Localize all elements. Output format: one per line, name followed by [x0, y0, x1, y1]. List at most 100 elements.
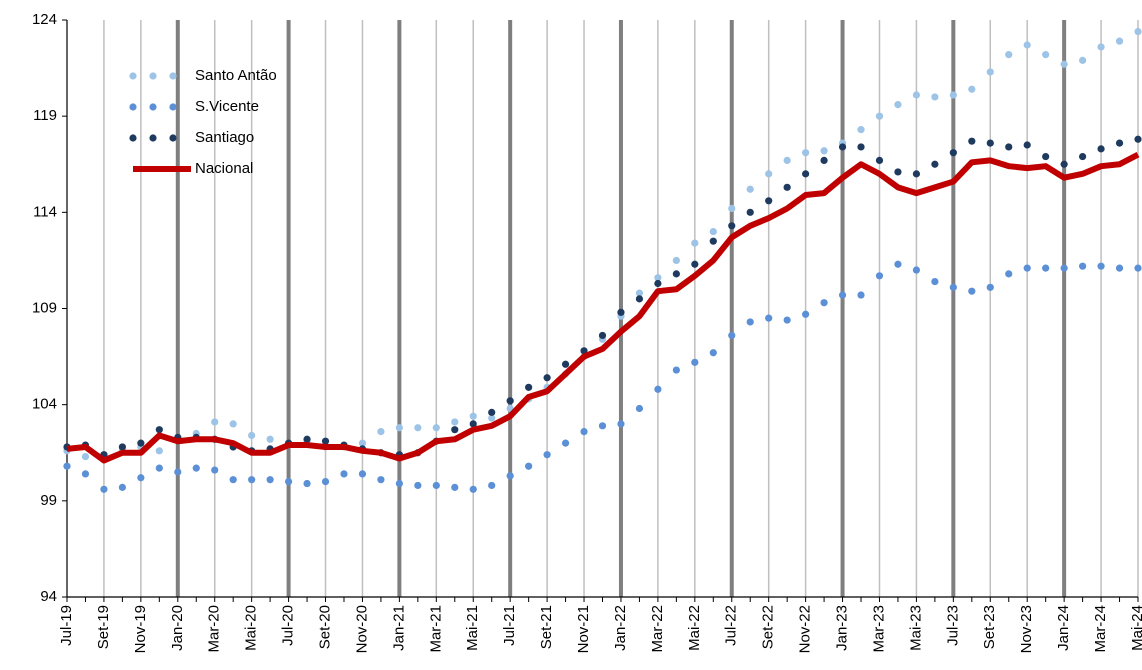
data-point — [598, 331, 607, 340]
data-point — [654, 279, 662, 288]
x-tick-label: Jan-22 — [612, 605, 629, 651]
data-point — [783, 183, 791, 191]
data-point — [1097, 145, 1105, 153]
data-point — [838, 291, 847, 299]
data-point — [321, 478, 330, 486]
data-point — [451, 418, 459, 426]
data-point — [691, 260, 699, 268]
data-point — [525, 383, 533, 391]
data-point — [986, 68, 994, 76]
data-point — [229, 476, 237, 484]
data-point — [765, 314, 773, 322]
data-point — [469, 485, 477, 493]
x-tick-label: Jan-21 — [390, 605, 407, 651]
data-point — [949, 91, 957, 99]
data-point — [875, 272, 884, 280]
data-point — [931, 277, 939, 286]
x-tick-label: Mai-23 — [907, 605, 924, 651]
x-tick-label: Jul-21 — [501, 605, 518, 646]
data-point — [986, 283, 994, 291]
x-tick-label: Jul-23 — [944, 605, 961, 646]
data-point — [635, 295, 644, 303]
data-point — [691, 239, 699, 247]
data-point — [654, 385, 662, 393]
x-tick-label: Nov-23 — [1018, 605, 1035, 653]
data-point — [155, 447, 163, 455]
y-tick-label: 99 — [40, 492, 57, 509]
data-point — [1115, 264, 1124, 272]
data-point — [746, 318, 754, 326]
data-point — [303, 479, 311, 488]
data-point — [765, 197, 773, 205]
data-point — [728, 331, 736, 340]
data-point — [931, 93, 939, 101]
data-point — [1023, 264, 1031, 272]
data-point — [783, 316, 791, 324]
data-point — [672, 270, 680, 278]
x-tick-label: Mai-24 — [1129, 605, 1142, 651]
data-point — [875, 112, 884, 120]
data-point — [469, 420, 477, 428]
data-point — [820, 147, 828, 155]
data-point — [746, 208, 754, 216]
data-point — [248, 476, 256, 484]
data-point — [248, 431, 256, 440]
x-tick-label: Jul-22 — [723, 605, 740, 646]
x-tick-label: Set-20 — [316, 605, 333, 649]
data-point — [432, 424, 440, 432]
x-tick-label: Set-22 — [760, 605, 777, 649]
data-point — [543, 451, 551, 459]
y-tick-label: 114 — [33, 203, 57, 220]
data-point — [340, 470, 348, 478]
legend-marker — [149, 134, 157, 142]
x-tick-label: Set-19 — [95, 605, 112, 649]
data-point — [820, 156, 828, 165]
data-point — [894, 260, 902, 268]
data-point — [857, 126, 865, 134]
data-point — [414, 481, 422, 490]
data-point — [1079, 152, 1087, 161]
x-tick-label: Nov-20 — [353, 605, 370, 653]
data-point — [358, 470, 367, 478]
data-point — [654, 274, 662, 282]
data-point — [728, 204, 736, 213]
x-tick-label: Mai-22 — [686, 605, 703, 651]
data-point — [321, 437, 330, 445]
x-tick-label: Jan-23 — [834, 605, 851, 651]
data-point — [377, 427, 385, 436]
legend-label: Nacional — [195, 160, 253, 177]
data-point — [1097, 43, 1105, 51]
y-tick-label: 119 — [33, 107, 57, 124]
data-point — [1097, 262, 1105, 270]
data-point — [912, 266, 921, 274]
data-point — [1005, 51, 1013, 59]
legend-label: Santo Antão — [195, 67, 277, 84]
data-point — [137, 474, 145, 482]
data-point — [1079, 56, 1087, 64]
data-point — [875, 156, 884, 165]
data-point — [691, 358, 699, 366]
data-point — [1115, 139, 1124, 147]
data-point — [192, 464, 200, 472]
legend-marker — [149, 103, 157, 111]
data-point — [155, 426, 163, 434]
data-point — [81, 452, 90, 461]
legend-label: Santiago — [195, 129, 254, 146]
data-point — [303, 435, 311, 443]
data-point — [968, 85, 976, 93]
data-point — [118, 483, 126, 491]
data-point — [783, 156, 791, 165]
data-point — [506, 397, 514, 405]
y-tick-label: 124 — [32, 11, 57, 28]
data-point — [1042, 152, 1050, 161]
data-point — [1023, 141, 1031, 149]
data-point — [174, 468, 182, 476]
data-point — [81, 470, 90, 478]
x-tick-label: Set-21 — [538, 605, 555, 649]
x-tick-label: Mar-21 — [427, 605, 444, 653]
x-tick-label: Set-23 — [981, 605, 998, 649]
data-point — [728, 222, 736, 230]
data-point — [672, 256, 680, 265]
data-point — [857, 143, 865, 151]
